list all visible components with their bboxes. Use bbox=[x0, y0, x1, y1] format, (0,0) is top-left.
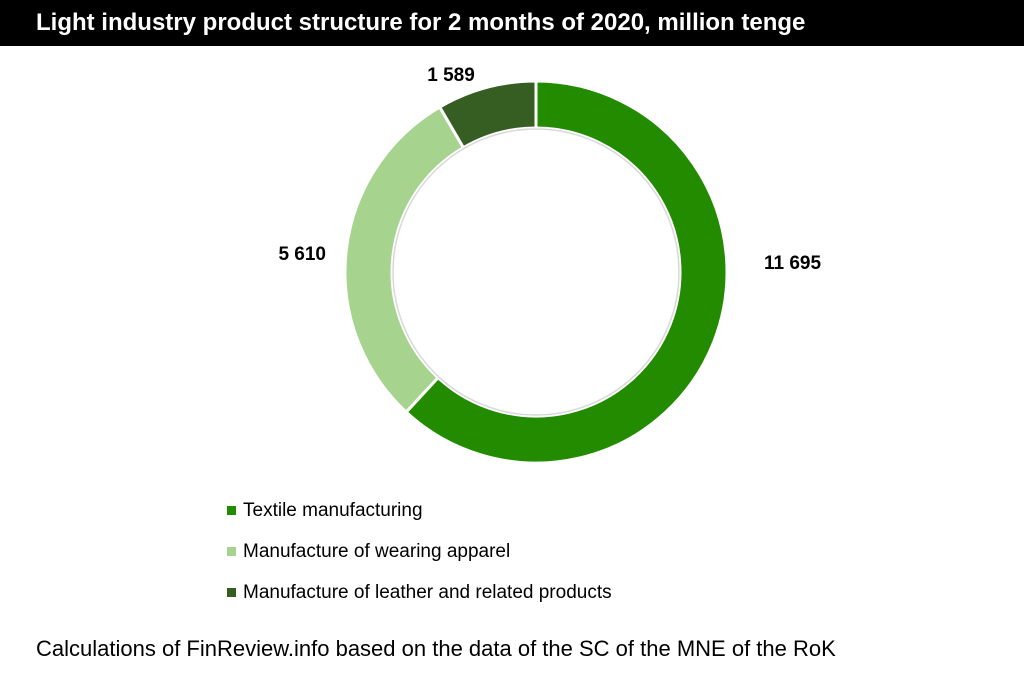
data-label-manufacture-of-wearing-apparel: 5 610 bbox=[278, 244, 326, 265]
chart-legend: Textile manufacturing Manufacture of wear… bbox=[226, 490, 612, 613]
legend-item-manufacture-of-leather-and-related-products: Manufacture of leather and related produ… bbox=[226, 572, 612, 613]
title-bar: Light industry product structure for 2 m… bbox=[0, 0, 1024, 46]
source-note: Calculations of FinReview.info based on … bbox=[36, 636, 836, 661]
legend-swatch bbox=[227, 588, 236, 597]
legend-item-manufacture-of-wearing-apparel: Manufacture of wearing apparel bbox=[226, 531, 612, 572]
chart-title: Light industry product structure for 2 m… bbox=[36, 9, 806, 36]
legend-swatch bbox=[227, 506, 236, 515]
donut-slice-textile-manufacturing bbox=[404, 79, 729, 465]
donut-slice-manufacture-of-wearing-apparel bbox=[343, 104, 466, 415]
donut-inner-edge bbox=[392, 128, 680, 416]
legend-label: Manufacture of leather and related produ… bbox=[243, 581, 612, 603]
legend-label: Textile manufacturing bbox=[243, 499, 423, 521]
data-label-manufacture-of-leather-and-related-products: 1 589 bbox=[427, 65, 475, 86]
data-label-textile-manufacturing: 11 695 bbox=[764, 253, 821, 274]
legend-item-textile-manufacturing: Textile manufacturing bbox=[226, 490, 612, 531]
donut-slice-manufacture-of-leather-and-related-products bbox=[437, 79, 538, 150]
legend-label: Manufacture of wearing apparel bbox=[243, 540, 511, 562]
legend-swatch bbox=[227, 547, 236, 556]
